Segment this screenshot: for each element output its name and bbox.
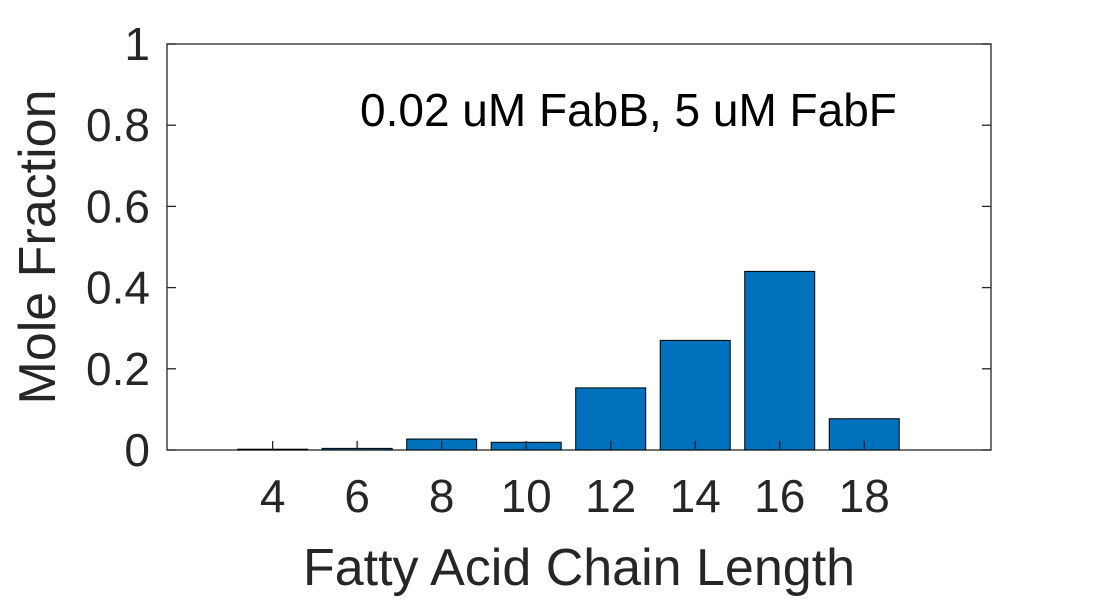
x-tick-label-8: 8 bbox=[429, 470, 455, 522]
y-tick-label: 0.4 bbox=[86, 262, 150, 314]
x-tick-label-6: 6 bbox=[344, 470, 370, 522]
y-tick-label: 1 bbox=[124, 18, 150, 70]
x-tick-label-12: 12 bbox=[585, 470, 636, 522]
y-tick-label: 0.8 bbox=[86, 99, 150, 151]
axis-ticks bbox=[167, 43, 991, 451]
y-axis-label: Mole Fraction bbox=[9, 90, 67, 405]
x-tick-label-14: 14 bbox=[670, 470, 721, 522]
bar-12 bbox=[575, 387, 647, 451]
bar-14 bbox=[659, 339, 731, 451]
y-tick-label: 0 bbox=[124, 424, 150, 476]
x-tick-label-16: 16 bbox=[754, 470, 805, 522]
x-tick-label-10: 10 bbox=[501, 470, 552, 522]
bar-16 bbox=[744, 270, 816, 451]
y-tick-label: 0.6 bbox=[86, 180, 150, 232]
tick-labels: 4 6 8 10 12 14 16 18 0 0.2 0.4 0.6 0.8 1 bbox=[86, 18, 890, 522]
annotation-text: 0.02 uM FabB, 5 uM FabF bbox=[360, 84, 897, 136]
x-tick-label-18: 18 bbox=[839, 470, 890, 522]
bars bbox=[237, 270, 900, 451]
plot-area bbox=[166, 43, 992, 451]
x-axis-label: Fatty Acid Chain Length bbox=[303, 539, 855, 597]
x-tick-label-4: 4 bbox=[260, 470, 286, 522]
y-tick-label: 0.2 bbox=[86, 343, 150, 395]
